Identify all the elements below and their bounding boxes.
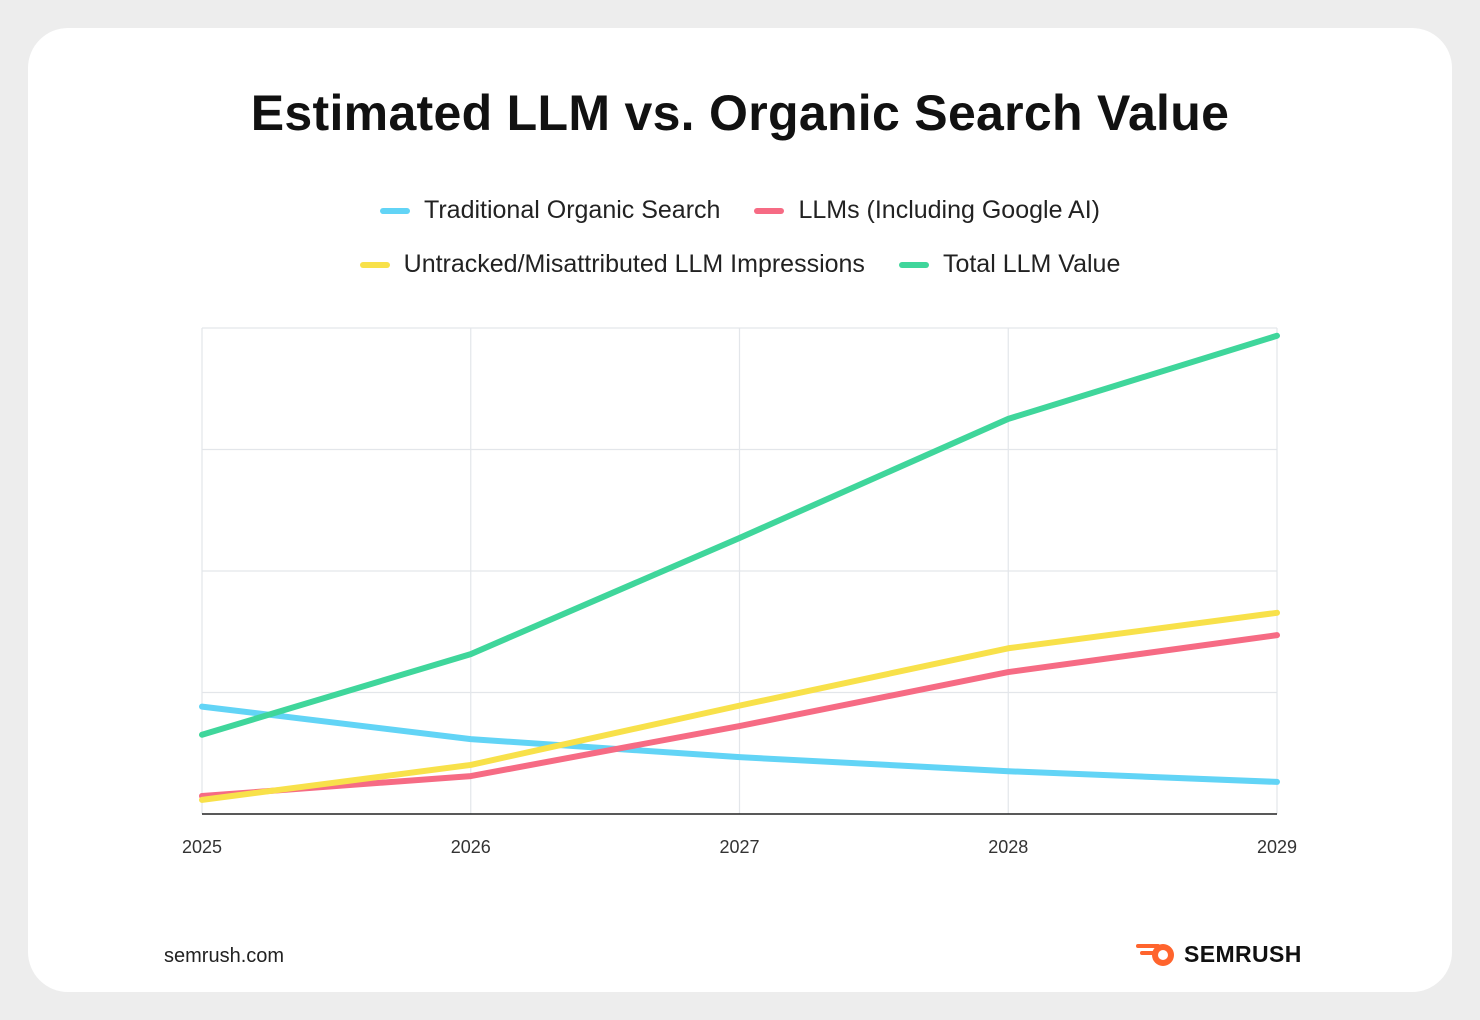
series-line-3 xyxy=(199,332,1280,738)
x-tick-label: 2026 xyxy=(451,837,491,857)
legend-swatch-organic xyxy=(380,207,410,214)
legend-item-untracked: Untracked/Misattributed LLM Impressions xyxy=(359,250,865,279)
x-tick-label: 2029 xyxy=(1257,837,1297,857)
legend-row-1: Traditional Organic Search LLMs (Includi… xyxy=(0,196,1480,225)
x-tick-label: 2028 xyxy=(988,837,1028,857)
series-line-0 xyxy=(199,703,1280,785)
legend-swatch-total xyxy=(898,261,929,268)
legend-item-organic: Traditional Organic Search xyxy=(380,196,720,225)
legend-item-llms: LLMs (Including Google AI) xyxy=(754,196,1100,225)
legend-label-total: Total LLM Value xyxy=(942,250,1121,278)
x-tick-label: 2025 xyxy=(182,837,222,857)
semrush-flame-icon xyxy=(1136,944,1174,966)
series-line-1 xyxy=(199,632,1280,800)
legend-item-total: Total LLM Value xyxy=(898,250,1121,279)
chart-title: Estimated LLM vs. Organic Search Value xyxy=(250,85,1230,141)
series-line-2 xyxy=(199,609,1280,803)
legend-label-llms: LLMs (Including Google AI) xyxy=(798,196,1100,224)
legend-row-2: Untracked/Misattributed LLM Impressions … xyxy=(0,250,1480,279)
x-tick-label: 2027 xyxy=(719,837,759,857)
semrush-logo: SEMRUSH xyxy=(1136,940,1302,968)
legend-label-organic: Traditional Organic Search xyxy=(424,196,721,224)
brand-name: SEMRUSH xyxy=(1184,940,1302,967)
legend-swatch-llms xyxy=(754,207,785,214)
site-url: semrush.com xyxy=(164,945,285,967)
legend-swatch-untracked xyxy=(359,261,390,268)
legend-label-untracked: Untracked/Misattributed LLM Impressions xyxy=(403,250,865,278)
